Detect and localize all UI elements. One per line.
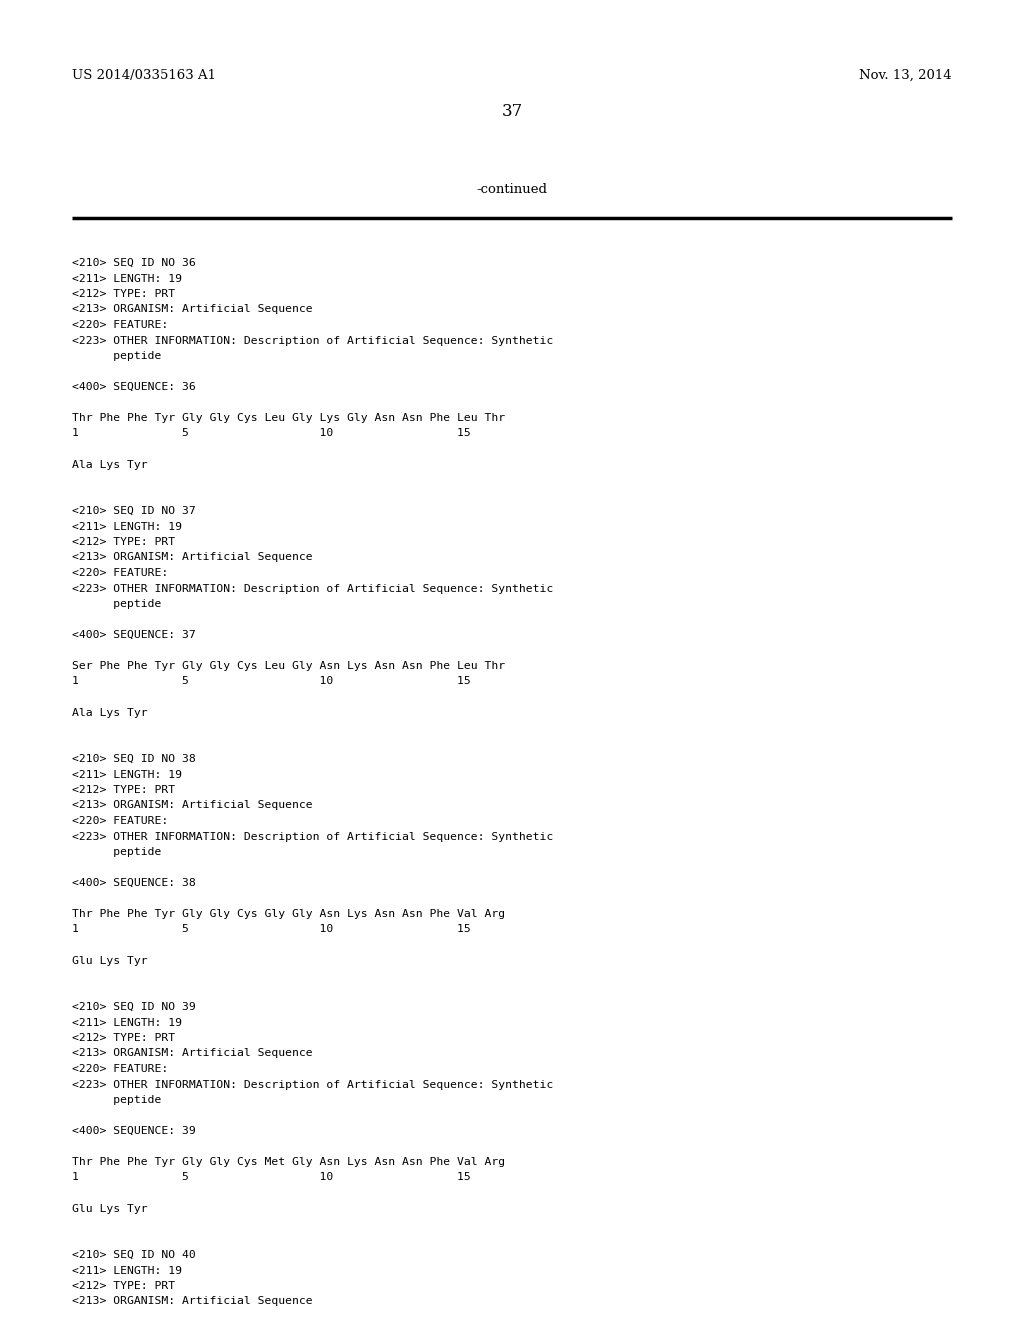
Text: Glu Lys Tyr: Glu Lys Tyr xyxy=(72,1204,147,1213)
Text: <220> FEATURE:: <220> FEATURE: xyxy=(72,816,168,826)
Text: <210> SEQ ID NO 37: <210> SEQ ID NO 37 xyxy=(72,506,196,516)
Text: Ala Lys Tyr: Ala Lys Tyr xyxy=(72,459,147,470)
Text: <213> ORGANISM: Artificial Sequence: <213> ORGANISM: Artificial Sequence xyxy=(72,305,312,314)
Text: Nov. 13, 2014: Nov. 13, 2014 xyxy=(859,69,952,82)
Text: <212> TYPE: PRT: <212> TYPE: PRT xyxy=(72,537,175,546)
Text: <400> SEQUENCE: 36: <400> SEQUENCE: 36 xyxy=(72,381,196,392)
Text: 37: 37 xyxy=(502,103,522,120)
Text: US 2014/0335163 A1: US 2014/0335163 A1 xyxy=(72,69,216,82)
Text: <211> LENGTH: 19: <211> LENGTH: 19 xyxy=(72,1018,182,1027)
Text: <213> ORGANISM: Artificial Sequence: <213> ORGANISM: Artificial Sequence xyxy=(72,1296,312,1307)
Text: <213> ORGANISM: Artificial Sequence: <213> ORGANISM: Artificial Sequence xyxy=(72,553,312,562)
Text: peptide: peptide xyxy=(72,847,162,857)
Text: <211> LENGTH: 19: <211> LENGTH: 19 xyxy=(72,770,182,780)
Text: <211> LENGTH: 19: <211> LENGTH: 19 xyxy=(72,521,182,532)
Text: <212> TYPE: PRT: <212> TYPE: PRT xyxy=(72,289,175,300)
Text: <223> OTHER INFORMATION: Description of Artificial Sequence: Synthetic: <223> OTHER INFORMATION: Description of … xyxy=(72,1080,553,1089)
Text: <220> FEATURE:: <220> FEATURE: xyxy=(72,1064,168,1074)
Text: <223> OTHER INFORMATION: Description of Artificial Sequence: Synthetic: <223> OTHER INFORMATION: Description of … xyxy=(72,832,553,842)
Text: 1               5                   10                  15: 1 5 10 15 xyxy=(72,676,471,686)
Text: <212> TYPE: PRT: <212> TYPE: PRT xyxy=(72,1280,175,1291)
Text: Thr Phe Phe Tyr Gly Gly Cys Leu Gly Lys Gly Asn Asn Phe Leu Thr: Thr Phe Phe Tyr Gly Gly Cys Leu Gly Lys … xyxy=(72,413,505,422)
Text: <211> LENGTH: 19: <211> LENGTH: 19 xyxy=(72,1266,182,1275)
Text: <220> FEATURE:: <220> FEATURE: xyxy=(72,568,168,578)
Text: <210> SEQ ID NO 40: <210> SEQ ID NO 40 xyxy=(72,1250,196,1261)
Text: Glu Lys Tyr: Glu Lys Tyr xyxy=(72,956,147,965)
Text: <400> SEQUENCE: 38: <400> SEQUENCE: 38 xyxy=(72,878,196,888)
Text: Ala Lys Tyr: Ala Lys Tyr xyxy=(72,708,147,718)
Text: <210> SEQ ID NO 36: <210> SEQ ID NO 36 xyxy=(72,257,196,268)
Text: peptide: peptide xyxy=(72,1096,162,1105)
Text: peptide: peptide xyxy=(72,599,162,609)
Text: <212> TYPE: PRT: <212> TYPE: PRT xyxy=(72,1034,175,1043)
Text: <220> FEATURE:: <220> FEATURE: xyxy=(72,319,168,330)
Text: Ser Phe Phe Tyr Gly Gly Cys Leu Gly Asn Lys Asn Asn Phe Leu Thr: Ser Phe Phe Tyr Gly Gly Cys Leu Gly Asn … xyxy=(72,661,505,671)
Text: <211> LENGTH: 19: <211> LENGTH: 19 xyxy=(72,273,182,284)
Text: Thr Phe Phe Tyr Gly Gly Cys Met Gly Asn Lys Asn Asn Phe Val Arg: Thr Phe Phe Tyr Gly Gly Cys Met Gly Asn … xyxy=(72,1158,505,1167)
Text: 1               5                   10                  15: 1 5 10 15 xyxy=(72,429,471,438)
Text: <212> TYPE: PRT: <212> TYPE: PRT xyxy=(72,785,175,795)
Text: <210> SEQ ID NO 39: <210> SEQ ID NO 39 xyxy=(72,1002,196,1012)
Text: -continued: -continued xyxy=(476,183,548,195)
Text: <223> OTHER INFORMATION: Description of Artificial Sequence: Synthetic: <223> OTHER INFORMATION: Description of … xyxy=(72,335,553,346)
Text: <400> SEQUENCE: 37: <400> SEQUENCE: 37 xyxy=(72,630,196,640)
Text: 1               5                   10                  15: 1 5 10 15 xyxy=(72,924,471,935)
Text: <213> ORGANISM: Artificial Sequence: <213> ORGANISM: Artificial Sequence xyxy=(72,1048,312,1059)
Text: peptide: peptide xyxy=(72,351,162,360)
Text: <213> ORGANISM: Artificial Sequence: <213> ORGANISM: Artificial Sequence xyxy=(72,800,312,810)
Text: <400> SEQUENCE: 39: <400> SEQUENCE: 39 xyxy=(72,1126,196,1137)
Text: 1               5                   10                  15: 1 5 10 15 xyxy=(72,1172,471,1183)
Text: Thr Phe Phe Tyr Gly Gly Cys Gly Gly Asn Lys Asn Asn Phe Val Arg: Thr Phe Phe Tyr Gly Gly Cys Gly Gly Asn … xyxy=(72,909,505,919)
Text: <223> OTHER INFORMATION: Description of Artificial Sequence: Synthetic: <223> OTHER INFORMATION: Description of … xyxy=(72,583,553,594)
Text: <210> SEQ ID NO 38: <210> SEQ ID NO 38 xyxy=(72,754,196,764)
